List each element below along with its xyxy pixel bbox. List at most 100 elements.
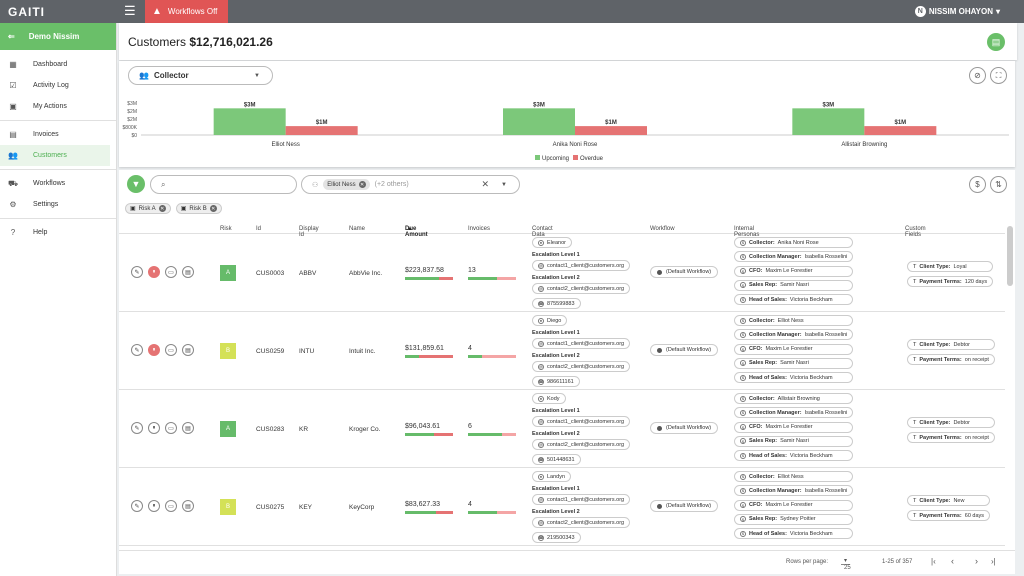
- persona-pill[interactable]: $ Sales Rep: Sydney Poitier: [734, 513, 854, 525]
- workflow-pill[interactable]: (Default Workflow): [650, 266, 719, 278]
- persona-pill[interactable]: $ Collection Manager: Isabella Rosselini: [734, 407, 854, 419]
- sidebar-item-dashboard[interactable]: ▦ Dashboard: [0, 54, 116, 75]
- custom-field-pill[interactable]: T Client Type: Loyal: [907, 261, 994, 272]
- invoice-count[interactable]: 4: [468, 501, 472, 508]
- contact-name[interactable]: ● Diego: [532, 315, 568, 326]
- contact-email[interactable]: @ contact2_client@customers.org: [532, 439, 631, 450]
- persona-pill[interactable]: $ Collector: Allistair Browning: [734, 393, 854, 404]
- table-row[interactable]: ✎ ⏸ ▭ ▤ B CUS0259 INTU Intuit Inc. $131,859.61 4 ●…: [119, 312, 1005, 390]
- contact-email[interactable]: @ contact1_client@customers.org: [532, 416, 631, 427]
- pause-button[interactable]: ⏸: [148, 266, 160, 278]
- remove-chip-icon[interactable]: ✕: [209, 205, 217, 212]
- contact-name[interactable]: ● Kody: [532, 393, 566, 404]
- custom-field-pill[interactable]: T Payment Terms: on receipt: [907, 432, 995, 443]
- persona-pill[interactable]: $ CFO: Maxim Le Forestier: [734, 421, 854, 433]
- custom-field-pill[interactable]: T Payment Terms: 120 days: [907, 276, 994, 287]
- collector-chip[interactable]: Elliot Ness ✕: [323, 179, 370, 190]
- contact-email[interactable]: @ contact1_client@customers.org: [532, 338, 631, 349]
- workflow-pill[interactable]: (Default Workflow): [650, 344, 719, 356]
- customer-name[interactable]: AbbVie Inc.: [349, 270, 383, 277]
- custom-field-pill[interactable]: T Client Type: Debtor: [907, 339, 995, 350]
- notes-button[interactable]: ▤: [182, 266, 194, 278]
- remove-chip-icon[interactable]: ✕: [358, 181, 366, 188]
- persona-pill[interactable]: $ CFO: Maxim Le Forestier: [734, 499, 854, 511]
- table-row[interactable]: ✎ ⏸ ▭ ▤ A CUS0283 KR Kroger Co. $96,043.61 6 ● Kody…: [119, 390, 1005, 468]
- sidebar-item-activity-log[interactable]: ☑ Activity Log: [0, 75, 116, 96]
- sidebar-item-my-actions[interactable]: ▣ My Actions: [0, 96, 116, 117]
- workflow-pill[interactable]: (Default Workflow): [650, 500, 719, 512]
- back-arrow-icon[interactable]: ⇐: [8, 32, 15, 41]
- first-page-button[interactable]: |‹: [931, 557, 936, 566]
- invoice-count[interactable]: 13: [468, 267, 476, 274]
- workflows-off-button[interactable]: ▲ Workflows Off: [145, 0, 228, 23]
- contact-phone[interactable]: ☎ 219500343: [532, 532, 581, 543]
- contact-email[interactable]: @ contact2_client@customers.org: [532, 283, 631, 294]
- notes-button[interactable]: ▤: [182, 500, 194, 512]
- persona-pill[interactable]: $ CFO: Maxim Le Forestier: [734, 265, 854, 277]
- prev-page-button[interactable]: ‹: [951, 556, 954, 566]
- notes-button[interactable]: ▤: [182, 422, 194, 434]
- persona-pill[interactable]: $ Collector: Anika Noni Rose: [734, 237, 854, 248]
- persona-pill[interactable]: $ Sales Rep: Samir Nasri: [734, 357, 854, 369]
- table-row[interactable]: ✎ ⏸ ▭ ▤ A CUS0003 ABBV AbbVie Inc. $223,837.58 13…: [119, 234, 1005, 312]
- currency-button[interactable]: $: [969, 176, 986, 193]
- messages-button[interactable]: ▭: [165, 500, 177, 512]
- menu-icon[interactable]: ☰: [124, 3, 136, 18]
- persona-pill[interactable]: $ Collection Manager: Isabella Rosselini: [734, 485, 854, 497]
- persona-pill[interactable]: $ Head of Sales: Victoria Beckham: [734, 294, 854, 306]
- contact-email[interactable]: @ contact2_client@customers.org: [532, 361, 631, 372]
- sidebar-item-customers[interactable]: 👥 Customers: [0, 145, 110, 166]
- risk-filter-chip[interactable]: ▣ Risk A ✕: [125, 203, 171, 214]
- invoice-count[interactable]: 6: [468, 423, 472, 430]
- sidebar-company[interactable]: ⇐ Demo Nissim: [0, 23, 116, 50]
- messages-button[interactable]: ▭: [165, 344, 177, 356]
- contact-name[interactable]: ● Landyn: [532, 471, 572, 482]
- persona-pill[interactable]: $ Head of Sales: Victoria Beckham: [734, 372, 854, 384]
- workflow-pill[interactable]: (Default Workflow): [650, 422, 719, 434]
- edit-button[interactable]: ✎: [131, 266, 143, 278]
- custom-field-pill[interactable]: T Payment Terms: on receipt: [907, 354, 995, 365]
- customer-name[interactable]: KeyCorp: [349, 504, 375, 511]
- edit-button[interactable]: ✎: [131, 500, 143, 512]
- pause-button[interactable]: ⏸: [148, 344, 160, 356]
- persona-pill[interactable]: $ Collector: Elliot Ness: [734, 315, 854, 326]
- custom-field-pill[interactable]: T Client Type: Debtor: [907, 417, 995, 428]
- sidebar-item-help[interactable]: ? Help: [0, 222, 116, 243]
- notes-button[interactable]: ▤: [182, 344, 194, 356]
- contact-phone[interactable]: ☎ 986611161: [532, 376, 580, 387]
- chevron-down-icon[interactable]: ▼: [501, 181, 507, 188]
- sidebar-item-workflows[interactable]: ⛟ Workflows: [0, 173, 116, 194]
- contact-phone[interactable]: ☎ 501448631: [532, 454, 581, 465]
- filter-button[interactable]: ▼: [127, 175, 145, 193]
- sidebar-item-settings[interactable]: ⚙ Settings: [0, 194, 116, 215]
- search-input[interactable]: ⌕: [150, 175, 297, 194]
- last-page-button[interactable]: ›|: [991, 557, 996, 566]
- persona-pill[interactable]: $ Collector: Elliot Ness: [734, 471, 854, 482]
- edit-button[interactable]: ✎: [131, 344, 143, 356]
- persona-pill[interactable]: $ Collection Manager: Isabella Rosselini: [734, 251, 854, 263]
- persona-pill[interactable]: $ Head of Sales: Victoria Beckham: [734, 450, 854, 462]
- hide-chart-button[interactable]: ⊘: [969, 67, 986, 84]
- persona-pill[interactable]: $ CFO: Maxim Le Forestier: [734, 343, 854, 355]
- contact-email[interactable]: @ contact2_client@customers.org: [532, 517, 631, 528]
- export-button[interactable]: ▤: [987, 33, 1005, 51]
- persona-pill[interactable]: $ Head of Sales: Victoria Beckham: [734, 528, 854, 540]
- contact-phone[interactable]: ☎ 875599883: [532, 298, 581, 309]
- rows-per-page-select[interactable]: 25 ▾: [841, 557, 851, 571]
- contact-email[interactable]: @ contact1_client@customers.org: [532, 494, 631, 505]
- custom-field-pill[interactable]: T Payment Terms: 60 days: [907, 510, 991, 521]
- collector-filter[interactable]: ⚇ Elliot Ness ✕ (+2 others) ✕ ▼: [301, 175, 520, 194]
- remove-chip-icon[interactable]: ✕: [158, 205, 166, 212]
- collector-select[interactable]: 👥 Collector ▼: [128, 66, 273, 85]
- contact-email[interactable]: @ contact1_client@customers.org: [532, 260, 631, 271]
- messages-button[interactable]: ▭: [165, 266, 177, 278]
- pause-button[interactable]: ⏸: [148, 422, 160, 434]
- persona-pill[interactable]: $ Collection Manager: Isabella Rosselini: [734, 329, 854, 341]
- edit-button[interactable]: ✎: [131, 422, 143, 434]
- user-menu[interactable]: N NISSIM OHAYON ▾: [914, 6, 1000, 17]
- table-scrollbar[interactable]: [1007, 226, 1013, 286]
- contact-name[interactable]: ● Eleanor: [532, 237, 572, 248]
- custom-field-pill[interactable]: T Client Type: New: [907, 495, 991, 506]
- sort-button[interactable]: ⇅: [990, 176, 1007, 193]
- clear-icon[interactable]: ✕: [481, 179, 489, 189]
